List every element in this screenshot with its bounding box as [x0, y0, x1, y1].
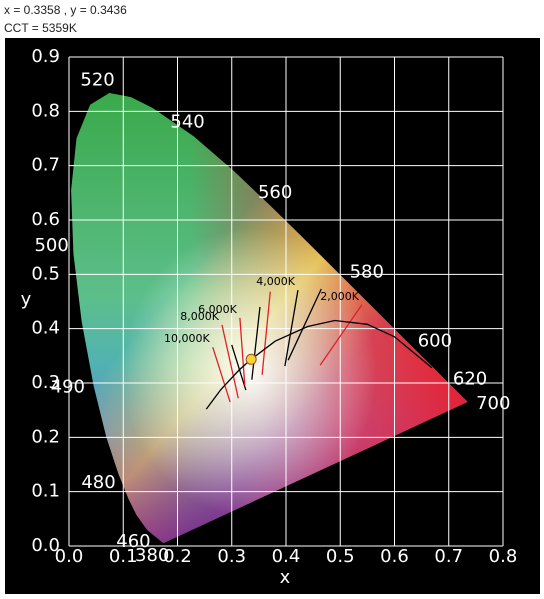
wavelength-label: 520: [80, 69, 114, 90]
isotherm-label: 6,000K: [198, 303, 237, 316]
isotherm: [221, 324, 239, 399]
y-tick-label: 0.9: [31, 46, 60, 67]
isotherm-label: 2,000K: [320, 290, 359, 303]
wavelength-label: 620: [453, 368, 487, 389]
locus-shading: [71, 93, 468, 544]
x-tick-label: 0.1: [109, 546, 138, 567]
isotherm: [284, 289, 299, 367]
isotherm: [251, 306, 261, 380]
isotherm: [239, 317, 246, 386]
isotherm: [319, 304, 363, 366]
wavelength-label: 600: [418, 331, 452, 352]
wavelength-label: 580: [350, 261, 384, 282]
chromaticity-point: [245, 353, 257, 365]
isotherm-label: 10,000K: [164, 332, 210, 345]
x-tick-label: 0.6: [380, 546, 409, 567]
isotherm: [231, 344, 247, 391]
wavelength-label: 460: [116, 531, 150, 552]
y-axis-label: y: [21, 289, 32, 310]
y-tick-label: 0.8: [31, 100, 60, 121]
x-axis-label: x: [280, 567, 291, 588]
wavelength-label: 480: [81, 472, 115, 493]
x-tick-label: 0.5: [326, 546, 355, 567]
y-tick-label: 0.1: [31, 481, 60, 502]
x-tick-label: 0.8: [489, 546, 518, 567]
wavelength-label: 560: [258, 182, 292, 203]
y-tick-label: 0.2: [31, 426, 60, 447]
isotherm-label: 4,000K: [256, 275, 295, 288]
isotherm: [261, 291, 271, 375]
wavelength-label: 490: [51, 376, 85, 397]
planckian-locus: [205, 319, 433, 410]
y-tick-label: 0.6: [31, 209, 60, 230]
wavelength-label: 500: [34, 235, 68, 256]
x-tick-label: 0.3: [217, 546, 246, 567]
x-tick-label: 0.4: [272, 546, 301, 567]
x-tick-label: 0.7: [434, 546, 463, 567]
y-tick-label: 0.0: [31, 535, 60, 556]
coordinate-readout: x = 0.3358 , y = 0.3436: [4, 3, 127, 17]
y-tick-label: 0.4: [31, 318, 60, 339]
y-tick-label: 0.7: [31, 155, 60, 176]
isotherm: [287, 288, 322, 361]
x-tick-label: 0.0: [55, 546, 84, 567]
cct-readout: CCT = 5359K: [4, 21, 77, 35]
isotherm: [212, 346, 231, 403]
isotherm-label: 8,000K: [180, 310, 219, 323]
x-tick-label: 0.2: [163, 546, 192, 567]
y-tick-label: 0.5: [31, 263, 60, 284]
y-tick-label: 0.3: [31, 372, 60, 393]
wavelength-label: 700: [476, 393, 510, 414]
wavelength-label: 540: [170, 112, 204, 133]
wavelength-label: 380: [135, 545, 169, 566]
